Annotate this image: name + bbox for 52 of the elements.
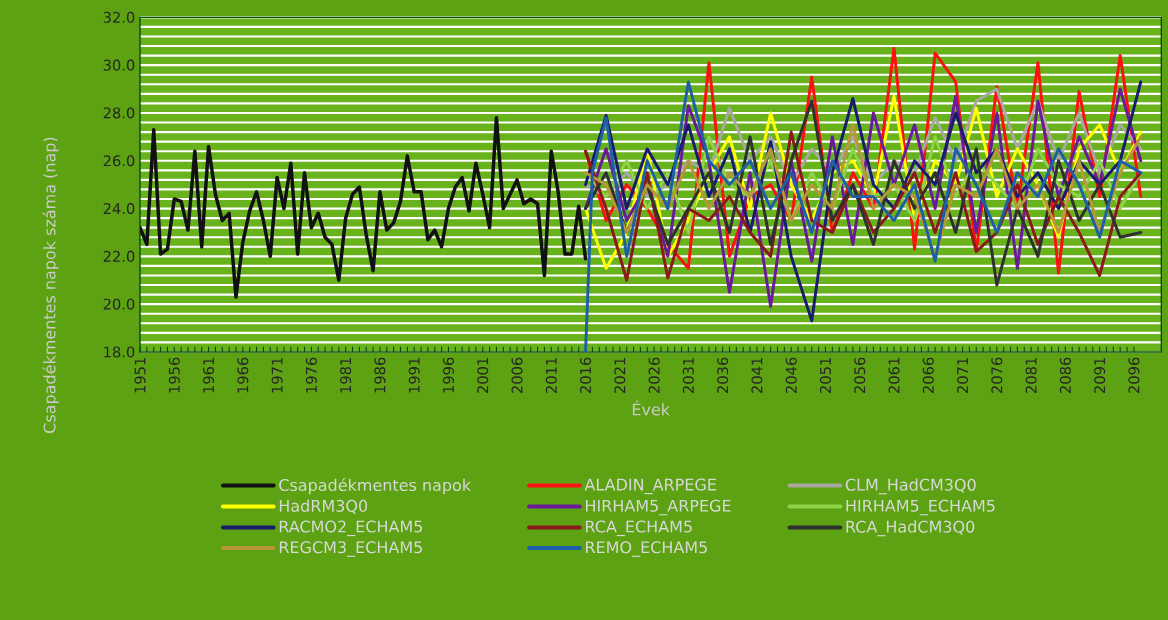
x-tick-label: 1976 xyxy=(305,357,317,393)
x-tick-label: 2011 xyxy=(545,358,557,393)
legend-label: ALADIN_ARPEGE xyxy=(584,478,716,495)
x-tick-label: 1956 xyxy=(168,357,180,393)
legend-label: Csapadékmentes napok xyxy=(279,478,472,495)
y-tick-label: 18.0 xyxy=(104,346,135,358)
x-tick-label: 2021 xyxy=(614,358,626,393)
y-tick-label: 22.0 xyxy=(103,250,135,262)
x-tick-label: 2066 xyxy=(922,357,934,393)
y-tick-label: 20.0 xyxy=(103,298,135,310)
legend-label: REMO_ECHAM5 xyxy=(586,541,707,557)
legend-label: CLM_HadCM3Q0 xyxy=(845,478,976,495)
x-tick-label: 2006 xyxy=(511,357,523,393)
x-tick-label: 2031 xyxy=(682,358,694,393)
x-tick-label: 2026 xyxy=(648,357,660,393)
x-tick-label: 1971 xyxy=(271,358,283,393)
x-tick-label: 2036 xyxy=(717,357,729,393)
x-tick-label: 2071 xyxy=(957,358,969,393)
x-tick-label: 2046 xyxy=(785,357,797,393)
x-tick-label: 2001 xyxy=(477,358,489,393)
x-tick-label: 2086 xyxy=(1059,357,1071,393)
x-tick-label: 2081 xyxy=(1025,358,1037,393)
x-tick-label: 2076 xyxy=(991,357,1003,393)
x-tick-label: 1991 xyxy=(408,358,420,393)
y-tick-label: 30.0 xyxy=(103,59,135,71)
legend-label: REGCM3_ECHAM5 xyxy=(279,541,422,557)
x-tick-label: 2096 xyxy=(1128,357,1140,393)
y-tick-label: 32.0 xyxy=(103,11,135,23)
x-tick-label: 2091 xyxy=(1094,358,1106,393)
legend-label: RCA_HadCM3Q0 xyxy=(846,520,975,537)
legend-label: HIRHAM5_ECHAM5 xyxy=(846,499,995,516)
x-tick-label: 2016 xyxy=(580,357,592,393)
x-axis-title: Évek xyxy=(632,400,670,416)
legend-label: HadRM3Q0 xyxy=(279,499,368,514)
x-tick-label: 1996 xyxy=(442,357,455,393)
y-axis-title: Csapadékmentes napok száma (nap) xyxy=(42,137,59,433)
x-tick-label: 1961 xyxy=(203,358,215,393)
y-tick-label: 26.0 xyxy=(103,155,135,167)
x-tick-label: 1951 xyxy=(134,358,146,393)
x-tick-label: 2056 xyxy=(854,357,866,393)
line-series xyxy=(140,115,588,299)
legend-label: RCA_ECHAM5 xyxy=(586,520,692,537)
x-tick-label: 2051 xyxy=(819,358,832,393)
x-tick-label: 1966 xyxy=(237,357,249,393)
y-tick-label: 24.0 xyxy=(103,203,135,215)
legend-label: HIRHAM5_ARPEGE xyxy=(586,499,731,516)
x-tick-label: 2061 xyxy=(888,358,900,393)
x-tick-label: 2041 xyxy=(751,358,763,393)
x-tick-label: 1981 xyxy=(340,358,352,393)
x-tick-label: 1986 xyxy=(374,357,386,393)
legend-label: RACMO2_ECHAM5 xyxy=(279,520,423,537)
y-tick-label: 28.0 xyxy=(103,107,135,119)
